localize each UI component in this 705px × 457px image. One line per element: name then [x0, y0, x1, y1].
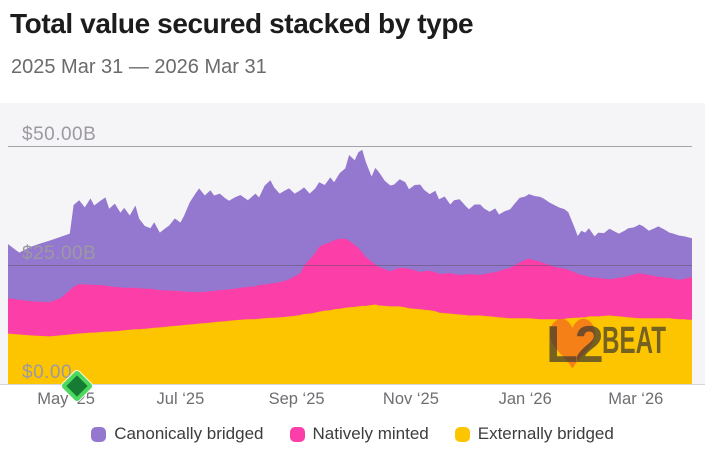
legend-item-natively-minted[interactable]: Natively minted — [289, 424, 429, 444]
stacked-area-chart[interactable]: $50.00B $25.00B $0.00 May ‘25 Jul ‘25 Sep ‘25… — [0, 103, 705, 415]
date-range-subtitle: 2025 Mar 31 — 2026 Mar 31 — [11, 56, 267, 78]
area-externally-bridged[interactable] — [8, 304, 692, 385]
x-tick-label: Mar ‘26 — [608, 390, 663, 408]
chart-legend: Canonically bridged Natively minted Exte… — [0, 424, 705, 444]
external-swatch-icon — [454, 426, 470, 442]
x-tick-label: Sep ‘25 — [269, 390, 325, 408]
x-tick-label: Jul ‘25 — [157, 390, 205, 408]
y-tick-label: $0.00 — [22, 362, 72, 383]
x-tick-label: Jan ‘26 — [499, 390, 552, 408]
canonical-swatch-icon — [91, 426, 107, 442]
legend-item-canonically-bridged[interactable]: Canonically bridged — [91, 424, 264, 444]
page-title: Total value secured stacked by type — [10, 8, 474, 39]
legend-label: Externally bridged — [477, 424, 614, 443]
legend-label: Natively minted — [312, 424, 429, 443]
y-tick-label: $25.00B — [22, 243, 96, 264]
x-tick-label: Nov ‘25 — [383, 390, 439, 408]
legend-label: Canonically bridged — [114, 424, 264, 443]
y-tick-label: $50.00B — [22, 124, 96, 145]
legend-item-externally-bridged[interactable]: Externally bridged — [454, 424, 614, 444]
native-swatch-icon — [289, 426, 305, 442]
